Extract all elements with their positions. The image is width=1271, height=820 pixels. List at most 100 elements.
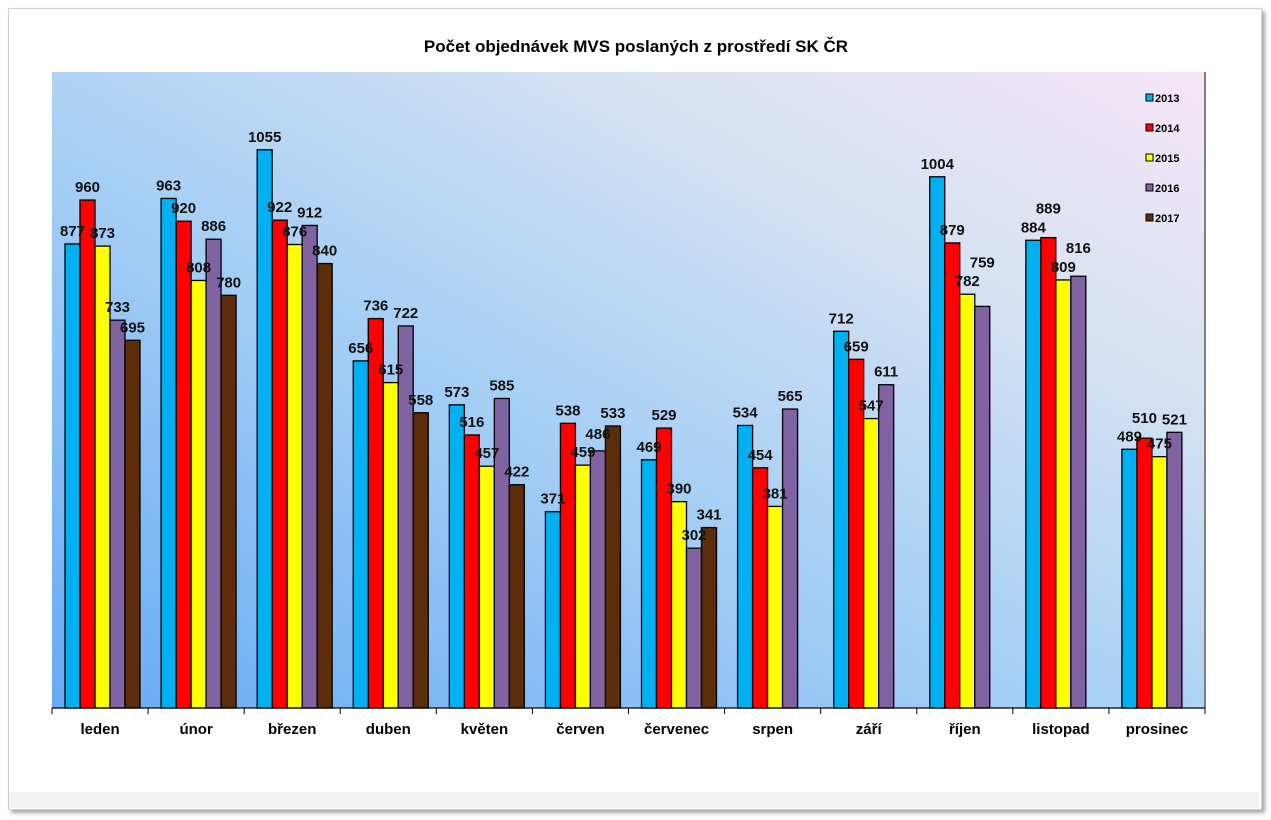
- x-tick-label: duben: [366, 721, 411, 738]
- data-label: 390: [666, 481, 691, 498]
- data-label: 960: [75, 179, 100, 196]
- data-label: 469: [636, 439, 661, 456]
- bar-2017-únor: [220, 294, 237, 709]
- bar-2014-únor: [175, 220, 192, 709]
- data-label: 912: [297, 204, 322, 221]
- data-label: 659: [844, 338, 869, 355]
- data-label: 876: [282, 223, 307, 240]
- data-label: 733: [105, 299, 130, 316]
- data-label: 585: [489, 377, 514, 394]
- bar-2013-květen: [448, 404, 465, 709]
- x-tick-label: březen: [268, 721, 316, 738]
- x-tick-label: listopad: [1032, 721, 1090, 738]
- bar-2014-říjen: [944, 242, 961, 709]
- data-label: 879: [940, 222, 965, 239]
- bar-2016-únor: [205, 238, 222, 709]
- plot-area: [52, 72, 1205, 708]
- legend-swatch-2015: [1145, 153, 1154, 162]
- data-label: 547: [859, 398, 884, 415]
- data-label: 722: [393, 305, 418, 322]
- data-label: 565: [778, 388, 803, 405]
- bar-2014-leden: [79, 199, 96, 709]
- data-label: 877: [60, 223, 85, 240]
- data-label: 459: [570, 444, 595, 461]
- data-label: 922: [267, 199, 292, 216]
- bar-2015-září: [863, 417, 880, 709]
- bar-2016-prosinec: [1166, 431, 1183, 709]
- data-label: 573: [444, 384, 469, 401]
- bar-2014-květen: [463, 434, 480, 709]
- bar-2014-listopad: [1040, 236, 1057, 709]
- bar-2014-srpen: [751, 467, 769, 709]
- bar-2017-duben: [412, 412, 429, 709]
- bar-2016-červenec: [685, 547, 703, 709]
- bar-2013-červen: [544, 511, 562, 709]
- legend-label-2017: 2017: [1155, 213, 1179, 225]
- chart-footer-bar: [9, 792, 1259, 808]
- data-label: 695: [120, 319, 145, 336]
- bar-2014-červenec: [655, 427, 673, 709]
- data-label: 381: [763, 485, 788, 502]
- data-label: 712: [829, 310, 854, 327]
- bar-2015-únor: [190, 279, 207, 709]
- data-label: 341: [696, 507, 721, 524]
- bar-2013-duben: [352, 360, 369, 709]
- bar-2016-duben: [397, 325, 414, 709]
- bar-2015-říjen: [959, 293, 976, 709]
- data-label: 816: [1066, 240, 1091, 257]
- bar-2016-srpen: [781, 408, 799, 709]
- bar-2013-prosinec: [1121, 448, 1138, 709]
- bar-2015-červen: [574, 464, 592, 709]
- data-label: 1004: [921, 156, 955, 173]
- bar-2013-leden: [64, 243, 81, 709]
- data-label: 1055: [248, 129, 281, 146]
- bar-2013-srpen: [736, 424, 754, 709]
- bar-2015-květen: [478, 465, 495, 709]
- bar-2017-červenec: [700, 526, 718, 709]
- data-label: 808: [186, 259, 211, 276]
- data-label: 809: [1051, 259, 1076, 276]
- data-label: 489: [1117, 428, 1142, 445]
- bar-2013-říjen: [929, 176, 946, 709]
- x-tick-label: prosinec: [1126, 721, 1189, 738]
- data-label: 963: [156, 177, 181, 194]
- x-tick-label: červenec: [644, 721, 709, 738]
- legend-swatch-2013: [1145, 93, 1154, 102]
- bar-2017-březen: [316, 262, 333, 709]
- x-tick-label: září: [856, 721, 883, 738]
- data-label: 475: [1147, 436, 1172, 453]
- data-label: 516: [459, 414, 484, 431]
- bar-2015-srpen: [766, 505, 784, 709]
- bar-2017-květen: [508, 484, 525, 709]
- data-label: 873: [90, 225, 115, 242]
- data-label: 422: [504, 464, 529, 481]
- data-label: 538: [555, 402, 580, 419]
- legend-swatch-2017: [1145, 213, 1154, 222]
- data-label: 454: [748, 447, 774, 464]
- bar-2013-únor: [160, 197, 177, 709]
- bar-2017-leden: [124, 339, 141, 709]
- bar-2013-září: [833, 330, 850, 709]
- chart-title: Počet objednávek MVS poslaných z prostře…: [424, 37, 848, 56]
- bar-2016-leden: [109, 319, 126, 709]
- data-label: 529: [651, 407, 676, 424]
- bar-2016-březen: [301, 224, 318, 709]
- data-label: 780: [216, 274, 241, 291]
- x-tick-label: květen: [461, 721, 509, 738]
- bar-2017-červen: [604, 425, 622, 709]
- bar-2015-listopad: [1055, 279, 1072, 709]
- legend-label-2016: 2016: [1155, 183, 1179, 195]
- bar-2016-červen: [589, 450, 607, 709]
- data-label: 889: [1036, 201, 1061, 218]
- data-label: 884: [1021, 219, 1047, 236]
- legend-swatch-2016: [1145, 183, 1154, 192]
- bar-2013-březen: [256, 149, 273, 709]
- legend-label-2013: 2013: [1155, 93, 1179, 105]
- data-label: 371: [540, 491, 565, 508]
- x-tick-label: červen: [556, 721, 604, 738]
- bar-2015-prosinec: [1151, 456, 1168, 709]
- data-label: 534: [733, 404, 759, 421]
- x-tick-label: srpen: [752, 721, 793, 738]
- data-label: 521: [1162, 411, 1187, 428]
